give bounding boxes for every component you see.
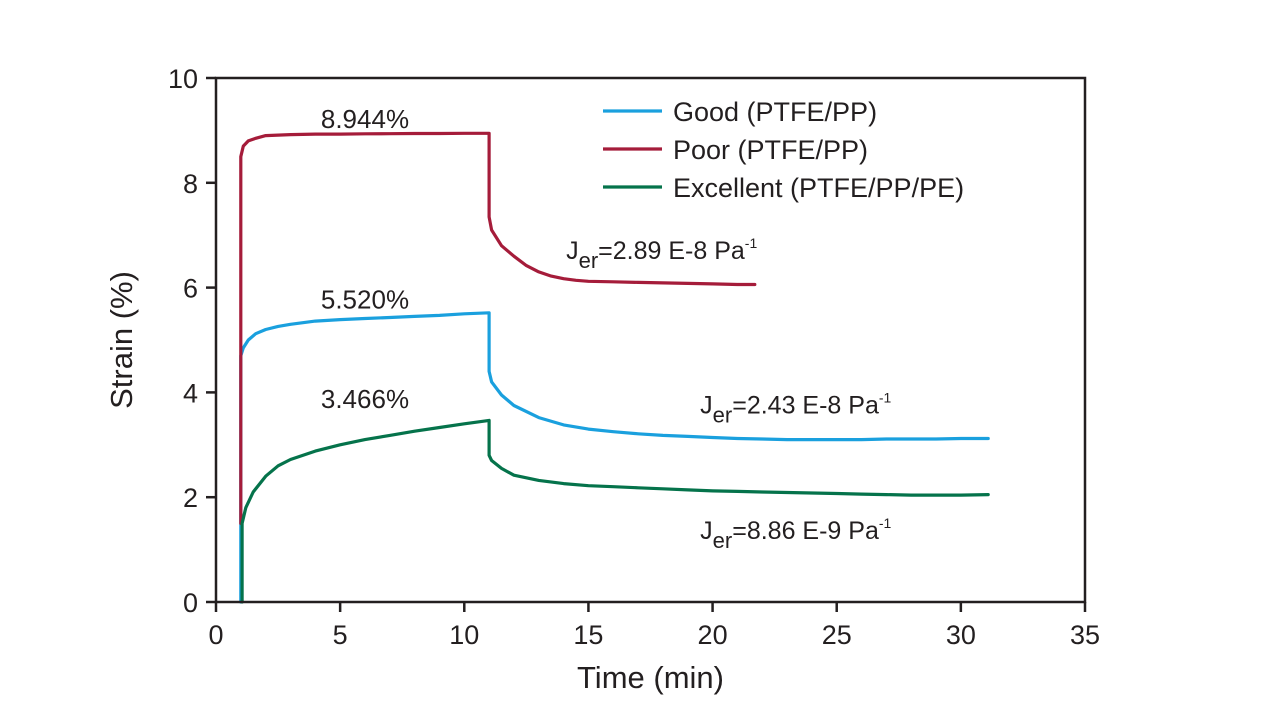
jer-symbol: J	[700, 517, 713, 545]
peak-label-excellent_peak: 3.466%	[321, 384, 409, 414]
y-tick-label: 0	[183, 588, 198, 618]
y-tick-label: 6	[183, 274, 198, 304]
jer-label-excellent_jer: Jer=8.86 E-9 Pa-1	[700, 515, 891, 553]
plot-frame	[214, 76, 1087, 604]
legend-label-0: Good (PTFE/PP)	[673, 97, 877, 127]
jer-label-poor_jer: Jer=2.89 E-8 Pa-1	[566, 235, 757, 273]
x-tick-label: 10	[449, 620, 479, 650]
series-line-2	[240, 418, 990, 604]
jer-subscript: er	[579, 248, 599, 273]
x-tick-label: 0	[208, 620, 223, 650]
jer-symbol: J	[700, 391, 713, 419]
x-tick-label: 15	[573, 620, 603, 650]
jer-superscript: -1	[879, 389, 892, 405]
y-tick-label: 4	[183, 378, 198, 408]
legend-label-1: Poor (PTFE/PP)	[673, 135, 868, 165]
jer-subscript: er	[713, 402, 733, 427]
series-lines	[239, 131, 990, 604]
x-tick-label: 35	[1070, 620, 1100, 650]
legend-label-2: Excellent (PTFE/PP/PE)	[673, 173, 964, 203]
x-tick-label: 25	[822, 620, 852, 650]
jer-value: =2.89 E-8 Pa	[598, 237, 745, 265]
series-line-1	[239, 131, 757, 526]
x-tick-label: 20	[698, 620, 728, 650]
legend: Good (PTFE/PP) Poor (PTFE/PP) Excellent (P…	[603, 97, 964, 203]
jer-value: =8.86 E-9 Pa	[732, 517, 879, 545]
peak-label-poor_peak: 8.944%	[321, 104, 409, 134]
jer-superscript: -1	[745, 235, 758, 251]
annotations: 8.944%5.520%3.466%Jer=2.89 E-8 Pa-1Jer=2…	[321, 104, 892, 553]
y-tick-label: 2	[183, 483, 198, 513]
axis-ticks: 0 5 10 15 20 25 30 35 0 2 4 6 8 10	[168, 64, 1100, 650]
x-tick-label: 5	[333, 620, 348, 650]
x-tick-label: 30	[946, 620, 976, 650]
x-axis-label: Time (min)	[577, 660, 724, 695]
y-tick-label: 10	[168, 64, 198, 94]
jer-superscript: -1	[879, 515, 892, 531]
peak-label-good_peak: 5.520%	[321, 285, 409, 315]
jer-symbol: J	[566, 237, 579, 265]
y-axis-label: Strain (%)	[104, 271, 139, 409]
series-line-0	[239, 311, 990, 604]
jer-label-good_jer: Jer=2.43 E-8 Pa-1	[700, 389, 891, 427]
jer-subscript: er	[713, 528, 733, 553]
y-tick-label: 8	[183, 169, 198, 199]
jer-value: =2.43 E-8 Pa	[732, 391, 879, 419]
